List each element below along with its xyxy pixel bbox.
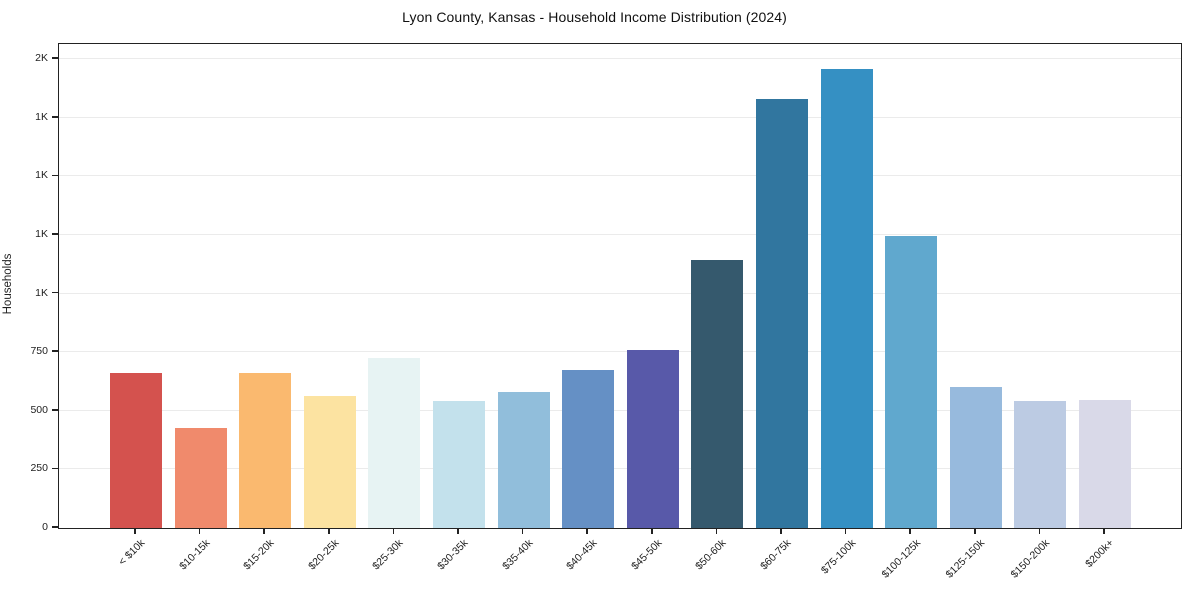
bar-$45-50k [626,349,679,528]
y-tick-label: 500 [30,403,48,416]
bar-$25-30k [368,358,421,528]
x-tick-mark [1038,528,1041,534]
x-tick-label: $10-15k [176,537,213,573]
chart-title: Lyon County, Kansas - Household Income D… [402,9,787,25]
bar-$40-45k [562,369,615,528]
y-tick-label: 1K [35,228,48,241]
gridline-2000 [59,58,1181,60]
gridline-500 [59,409,1181,411]
y-tick-mark-2000 [52,57,58,59]
y-tick-mark-1500 [52,174,58,177]
gridline-1750 [59,116,1181,118]
y-tick-label: 1K [35,286,48,299]
bar-$30-35k [433,401,485,528]
x-tick-mark [844,528,847,534]
bar-$100-125k [885,236,938,528]
x-tick-label: $60-75k [758,537,794,573]
x-tick-mark [457,528,459,534]
x-tick-label: $75-100k [818,537,859,577]
bar-$200k+ [1079,400,1131,528]
gridline-250 [59,468,1181,470]
x-tick-label: $100-125k [879,537,923,581]
y-tick-mark-500 [52,409,58,411]
y-tick-mark-250 [52,467,58,470]
y-tick-label: 1K [35,169,48,182]
x-tick-label: $200k+ [1083,537,1117,571]
x-tick-label: $25-30k [370,537,406,573]
bar-$125-150k [949,387,1002,528]
bar-$15-20k [239,373,292,528]
bar-$150-200k [1014,401,1067,528]
bar-$20-25k [303,395,356,528]
x-tick-mark [263,528,265,534]
x-tick-label: $30-35k [435,537,471,573]
bar-$60-75k [756,99,808,528]
x-tick-mark [392,528,395,534]
x-tick-label: < $10k [116,537,148,568]
bar-$10-15k [174,428,227,528]
plot-area [58,43,1182,529]
x-tick-mark [198,528,201,534]
gridline-750 [59,351,1181,353]
x-tick-mark [521,528,524,534]
x-tick-mark [586,528,588,534]
y-tick-mark-1750 [52,116,58,118]
y-tick-label: 0 [42,521,48,533]
y-tick-mark-750 [52,350,58,352]
x-tick-mark [134,528,136,534]
y-tick-mark-1250 [52,233,58,235]
x-tick-mark [328,528,330,534]
x-tick-label: $45-50k [628,537,665,573]
x-tick-label: $125-150k [943,537,988,581]
y-tick-mark-1000 [52,291,58,294]
x-tick-label: $20-25k [305,537,342,573]
x-tick-label: $50-60k [693,537,729,573]
x-tick-mark [909,528,911,534]
x-tick-label: $15-20k [241,537,277,573]
bar-$50-60k [691,259,744,528]
y-tick-label: 250 [30,462,48,475]
y-axis-label: Households [2,253,14,315]
x-tick-mark [780,528,782,534]
y-tick-label: 2K [35,52,48,65]
x-tick-label: $35-40k [499,537,536,573]
gridline-1500 [59,175,1181,177]
x-tick-mark [651,528,653,534]
gridline-1250 [59,234,1181,236]
x-tick-mark [715,528,718,534]
y-tick-label: 750 [30,345,48,358]
bar-$35-40k [497,392,550,528]
x-tick-label: $150-200k [1008,537,1052,581]
y-tick-mark-0 [52,526,58,528]
bar-$75-100k [820,68,873,528]
x-tick-mark [974,528,976,534]
x-tick-label: $40-45k [564,537,600,573]
gridline-1000 [59,292,1181,294]
y-tick-label: 1K [35,110,48,123]
bar-< $10k [110,373,162,528]
x-tick-mark [1103,528,1105,534]
